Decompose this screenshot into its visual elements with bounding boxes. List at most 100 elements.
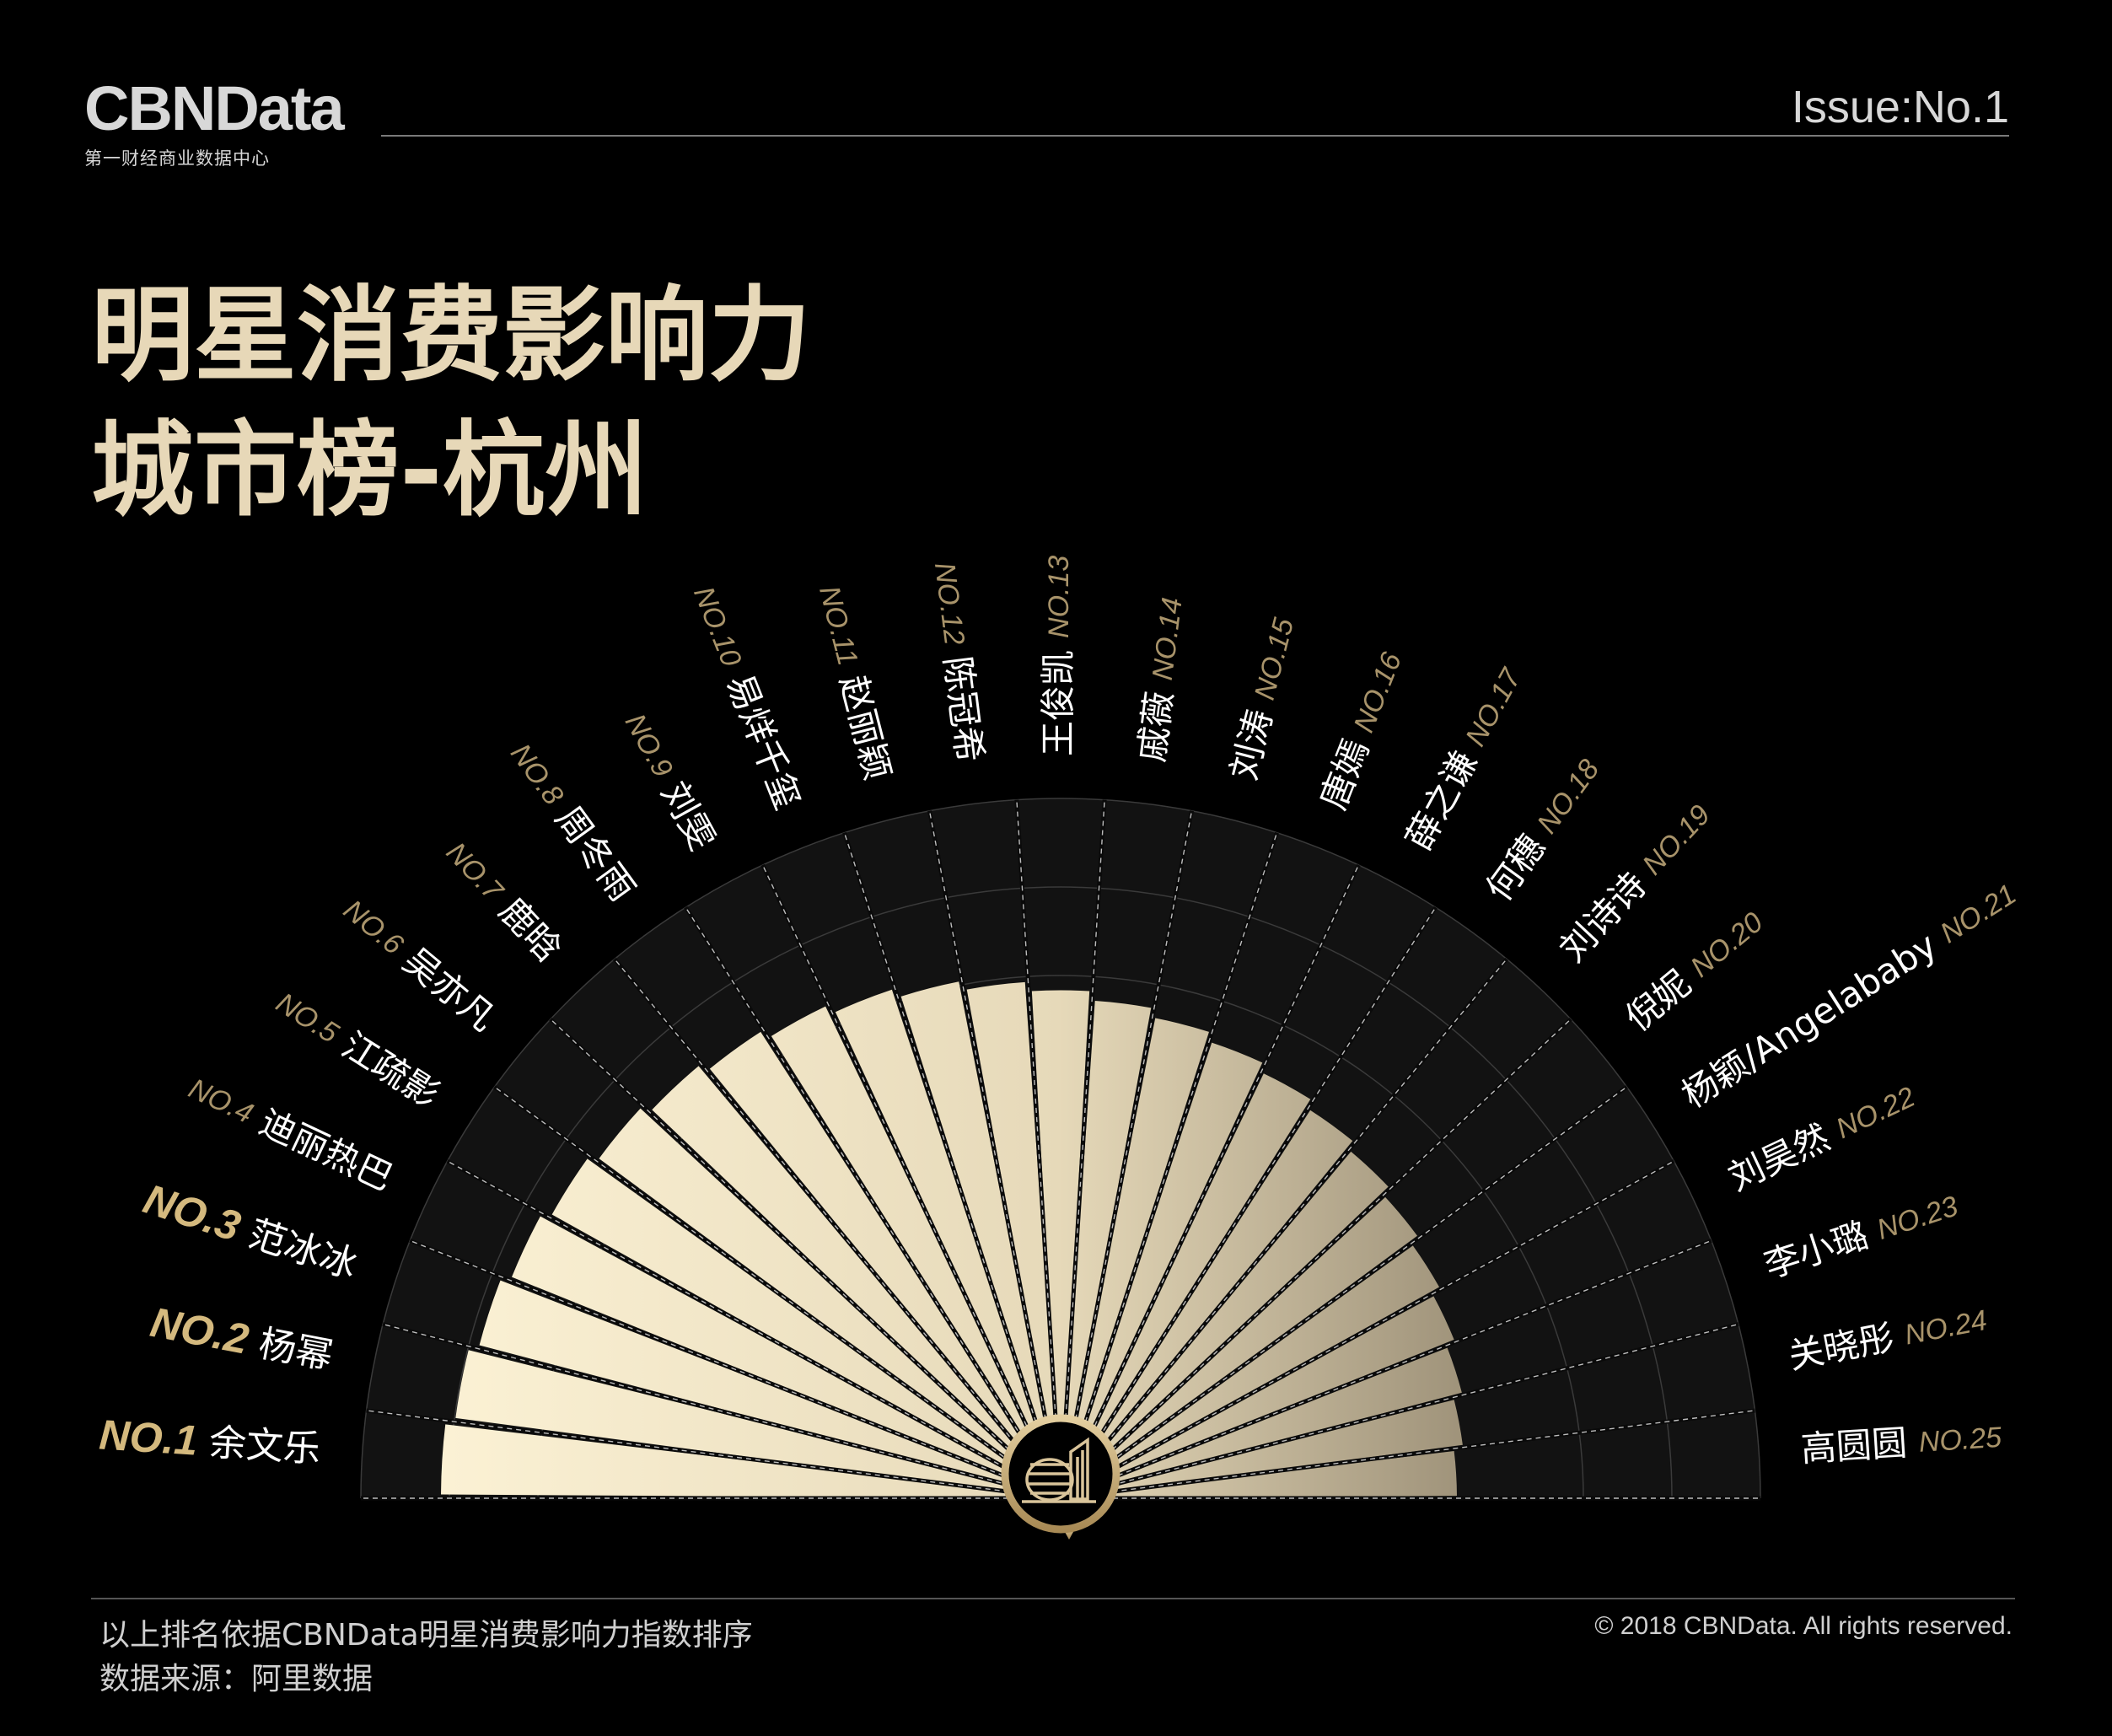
category-label: 易烊千玺	[718, 668, 809, 814]
title-line-2: 城市榜-杭州	[91, 411, 648, 530]
wedge-divider	[1093, 1322, 1739, 1492]
rank-label: NO.5	[271, 986, 344, 1050]
wedge-divider	[1077, 906, 1438, 1471]
bar-no20	[1061, 1196, 1418, 1498]
rank-label: NO.16	[1347, 648, 1408, 736]
category-label: 刘涛	[1223, 705, 1280, 784]
category-label: 刘雯	[653, 775, 723, 857]
wedge-divider	[1083, 1018, 1572, 1477]
category-label: 陈冠希	[937, 653, 991, 764]
rank-label: NO.15	[1249, 615, 1300, 703]
category-label: 唐嫣	[1312, 734, 1376, 815]
wedge-divider	[366, 1408, 1028, 1497]
copyright: © 2018 CBNData. All rights reserved.	[1594, 1612, 2013, 1640]
wedge-divider	[1088, 1158, 1675, 1484]
category-label: 王俊凯	[1038, 650, 1079, 756]
label-group: 王俊凯 NO.13	[1038, 556, 1079, 756]
label-group: 高圆圆 NO.25	[1800, 1422, 2003, 1470]
rank-label: NO.22	[1831, 1081, 1920, 1145]
wedge-divider	[842, 831, 1053, 1467]
wedge-divider	[1065, 810, 1194, 1466]
category-label: 周冬雨	[547, 798, 643, 909]
bar-no21	[1061, 1245, 1440, 1498]
category-label: 关晓彤	[1785, 1316, 1897, 1377]
wedge-divider	[613, 957, 1041, 1474]
rank-label: NO.23	[1873, 1190, 1962, 1246]
issue-label: Issue:No.1	[1791, 82, 2009, 132]
cbndata-logo: CBNData 第一财经商业数据中心	[84, 73, 345, 170]
wedge-divider	[1068, 831, 1279, 1467]
bar-no8	[709, 1031, 1061, 1498]
rank-label: NO.11	[813, 583, 864, 669]
wedge-divider	[1094, 1408, 1755, 1497]
category-label: 何穗	[1478, 827, 1553, 909]
bar-no3	[479, 1280, 1061, 1498]
wedge-divider	[760, 863, 1049, 1469]
wedge-divider	[927, 810, 1056, 1466]
header-divider	[381, 135, 2009, 137]
bar-no7	[652, 1066, 1061, 1498]
ranking-note: 以上排名依据CBNData明星消费影响力指数排序	[99, 1618, 753, 1653]
rank-label: NO.3	[138, 1175, 246, 1250]
bar-no10	[835, 989, 1061, 1498]
hangzhou-landmark-icon	[1001, 1414, 1120, 1540]
rank-label: NO.4	[184, 1072, 258, 1130]
rank-label: NO.14	[1147, 596, 1189, 682]
logo-text: CBNData	[84, 73, 345, 143]
wedge-divider	[549, 1018, 1038, 1477]
bar-no19	[1061, 1151, 1389, 1498]
bar-no9	[771, 1006, 1061, 1498]
category-label: 薛之谦	[1398, 744, 1486, 857]
category-label: 鹿晗	[491, 889, 569, 970]
rank-label: NO.25	[1918, 1422, 2003, 1459]
chart-separators	[361, 799, 1760, 1501]
wedge-divider	[1061, 799, 1107, 1465]
title-line-1: 明星消费影响力	[91, 276, 811, 395]
bar-no4	[512, 1216, 1061, 1498]
rank-label: NO.17	[1459, 663, 1528, 751]
label-group: 李小璐 NO.23	[1759, 1190, 1962, 1286]
bar-no13	[1031, 990, 1090, 1498]
wedge-divider	[446, 1158, 1033, 1484]
bar-no5	[551, 1158, 1061, 1498]
wedge-divider	[409, 1239, 1030, 1488]
rank-label: NO.10	[687, 582, 748, 670]
wedge-divider	[1086, 1085, 1628, 1481]
category-label: 高圆圆	[1800, 1422, 1909, 1470]
rank-label: NO.24	[1902, 1304, 1990, 1352]
wedge-divider	[493, 1085, 1035, 1481]
category-label: 倪妮	[1618, 962, 1699, 1039]
bar-no6	[599, 1108, 1061, 1498]
rank-label: NO.7	[440, 836, 510, 908]
wedge-divider	[1091, 1239, 1712, 1488]
footer-divider	[91, 1598, 2015, 1599]
category-label: 戚薇	[1131, 689, 1180, 764]
rank-label: NO.18	[1531, 754, 1606, 840]
rank-label: NO.13	[1043, 556, 1075, 638]
page-title: 明星消费影响力 城市榜-杭州	[91, 268, 811, 538]
bar-no17	[1061, 1073, 1311, 1498]
bar-no22	[1061, 1296, 1454, 1498]
rank-label: NO.21	[1935, 878, 2022, 949]
category-label: 余文乐	[208, 1422, 322, 1471]
label-group: 戚薇 NO.14	[1131, 596, 1189, 765]
rank-label: NO.2	[147, 1298, 252, 1363]
data-source: 数据来源：阿里数据	[99, 1662, 373, 1696]
